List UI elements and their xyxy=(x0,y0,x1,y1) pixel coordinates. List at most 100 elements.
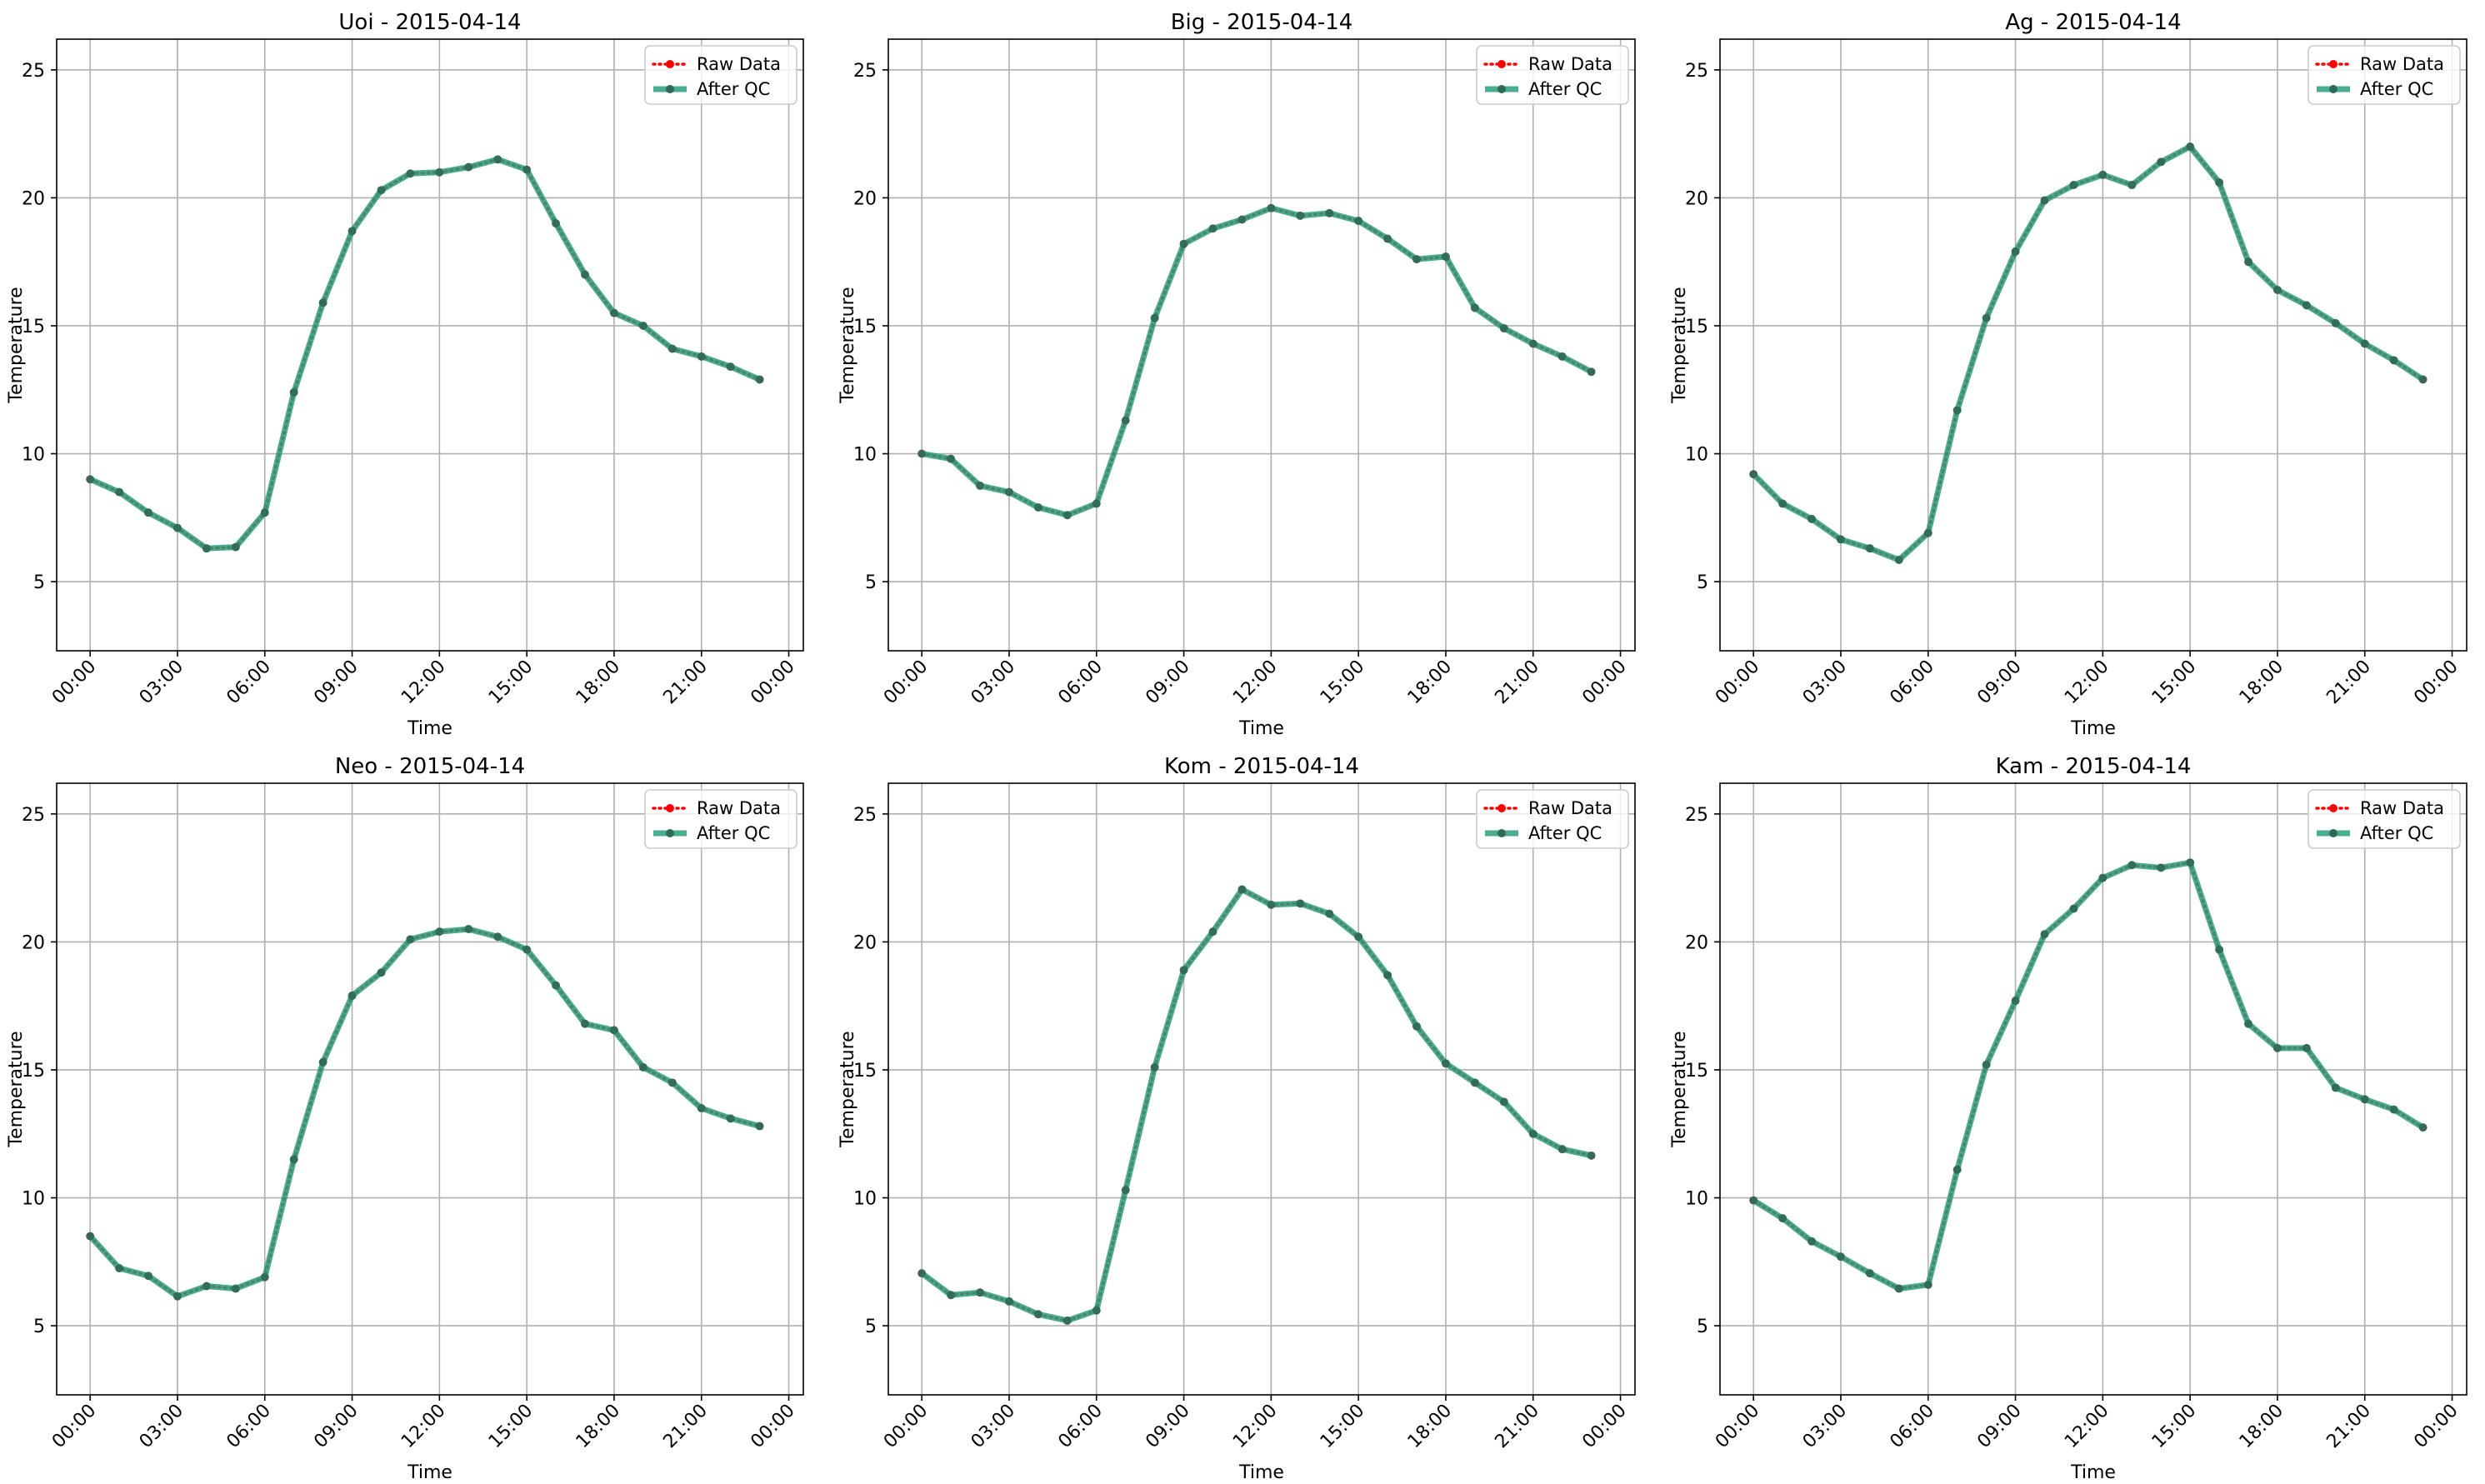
panel-6-qc-point xyxy=(1778,1214,1788,1223)
panel-1-axes-frame xyxy=(56,38,804,652)
panel-4-qc-point xyxy=(318,1057,328,1067)
panel-1-legend-qc-marker xyxy=(666,85,674,93)
panel-2-ylabel: Temperature xyxy=(838,287,858,403)
panel-3-series-qc-line xyxy=(1751,143,2425,563)
panel-3-qc-point xyxy=(2272,285,2282,294)
panel-6-qc-point xyxy=(2011,997,2020,1006)
panel-6-qc-point xyxy=(2331,1083,2340,1092)
panel-1-qc-point xyxy=(726,362,735,372)
panel-5-qc-point xyxy=(947,1291,956,1300)
panel-4-qc-point xyxy=(464,925,473,934)
panel-4-ytick-label: 25 xyxy=(22,805,45,826)
panel-6-legend-qc-label: After QC xyxy=(2360,823,2433,843)
panel-1-plot-area xyxy=(57,39,803,651)
panel-6-xtick-label: 00:00 xyxy=(1712,1401,1764,1453)
panel-4-legend: Raw Data After QC xyxy=(644,789,798,849)
panel-2-ytick-label: 15 xyxy=(853,317,877,337)
panel-4-xtick-label: 00:00 xyxy=(747,1401,799,1453)
panel-4-ytick-label: 5 xyxy=(33,1317,45,1337)
panel-4-qc-point xyxy=(726,1114,735,1123)
panel-4-qc-point xyxy=(522,945,532,954)
panel-1-qc-point xyxy=(406,169,415,178)
panel-3-qc-point xyxy=(2244,257,2253,267)
panel-3-xtick-label: 00:00 xyxy=(2410,657,2462,709)
panel-2-qc-point xyxy=(1150,313,1159,322)
panel-1-qc-point xyxy=(581,270,590,279)
panel-4-xtick-label: 21:00 xyxy=(659,1401,712,1453)
panel-2-xtick-label: 09:00 xyxy=(1142,657,1194,709)
panel-2-qc-point xyxy=(1208,224,1218,233)
panel-5-ytick-label: 5 xyxy=(865,1317,877,1337)
panel-2-qc-point xyxy=(1296,211,1305,220)
panel-4-xtick-label: 12:00 xyxy=(398,1401,450,1453)
panel-2-axes-frame xyxy=(888,38,1636,652)
panel-3-qc-point xyxy=(2302,301,2311,310)
panel-5-qc-point xyxy=(1528,1129,1538,1138)
panel-4-qc-point xyxy=(377,968,386,977)
panel-1-xtick-label: 21:00 xyxy=(659,657,712,709)
panel-3-ytick-label: 25 xyxy=(1685,61,1708,82)
panel-6-xtick-label: 00:00 xyxy=(2410,1401,2462,1453)
panel-6-xtick-label: 21:00 xyxy=(2322,1401,2375,1453)
panel-2-qc-point xyxy=(1004,487,1013,497)
panel-3-legend-raw-label: Raw Data xyxy=(2360,54,2444,74)
panel-3-xtick-label: 09:00 xyxy=(1973,657,2026,709)
panel-3-qc-point xyxy=(2186,142,2195,151)
panel-6-qc-point xyxy=(2272,1043,2282,1052)
panel-1-qc-point xyxy=(289,387,298,397)
panel-1-xlabel: Time xyxy=(407,718,452,739)
panel-3-xtick-label: 03:00 xyxy=(1799,657,1852,709)
panel-2-xtick-label: 12:00 xyxy=(1229,657,1282,709)
panel-4-qc-point xyxy=(202,1282,211,1291)
panel-6-qc-point xyxy=(2098,873,2108,882)
panel-4-axes-frame xyxy=(56,782,804,1396)
panel-1-legend-raw-label: Raw Data xyxy=(697,54,781,74)
panel-4-xlabel: Time xyxy=(407,1462,452,1483)
panel-3-ytick-label: 20 xyxy=(1685,188,1708,209)
panel-2-title: Big - 2015-04-14 xyxy=(1171,10,1353,35)
panel-5-ytick-label: 20 xyxy=(853,932,877,953)
panel-6-legend-qc-marker xyxy=(2329,829,2338,837)
panel-1-xtick-label: 18:00 xyxy=(572,657,625,709)
panel-1-ytick-label: 20 xyxy=(22,188,45,209)
panel-6-xtick-label: 09:00 xyxy=(1973,1401,2026,1453)
panel-1-ytick-label: 5 xyxy=(33,572,45,593)
panel-4-qc-point xyxy=(581,1019,590,1028)
panel-1-qc-point xyxy=(144,508,153,517)
panel-6-plot-area xyxy=(1720,783,2467,1395)
panel-4-qc-point xyxy=(638,1062,648,1072)
panel-4-qc-point xyxy=(231,1284,240,1293)
panel-5-qc-point xyxy=(1004,1297,1013,1306)
panel-3-qc-point xyxy=(2157,157,2166,167)
panel-3-xtick-label: 18:00 xyxy=(2236,657,2288,709)
panel-6-qc-point xyxy=(2128,861,2137,870)
panel-3-qc-point xyxy=(1952,406,1962,415)
panel-1-qc-point xyxy=(86,475,95,484)
panel-3-legend-qc-label: After QC xyxy=(2360,79,2433,99)
panel-2-qc-point xyxy=(1383,234,1392,243)
panel-1-qc-point xyxy=(348,227,357,236)
panel-5: 5 10 15 20 25 00:00 03:00 06:00 09:00 12:00 15:00 1… xyxy=(838,754,1636,1483)
panel-1-xtick-label: 03:00 xyxy=(136,657,188,709)
panel-5-qc-point xyxy=(1412,1022,1422,1031)
panel-3-qc-point xyxy=(1808,514,1817,523)
panel-5-xtick-label: 09:00 xyxy=(1142,1401,1194,1453)
panel-5-qc-point xyxy=(1325,909,1334,918)
panel-1-xtick-label: 06:00 xyxy=(222,657,275,709)
panel-2-qc-point xyxy=(1092,499,1101,508)
panel-5-legend-qc-label: After QC xyxy=(1528,823,1602,843)
panel-6-xtick-label: 15:00 xyxy=(2148,1401,2201,1453)
panel-4-ytick-label: 15 xyxy=(22,1061,45,1082)
panel-1-ytick-label: 10 xyxy=(22,445,45,466)
panel-1: 5 10 15 20 25 00:00 03:00 06:00 09:00 12:00 15:00 1… xyxy=(6,10,804,739)
panel-6-legend-raw-marker xyxy=(2329,804,2338,812)
panel-1-qc-point xyxy=(697,352,706,361)
panel-2-legend: Raw Data After QC xyxy=(1476,45,1629,105)
panel-6-legend-raw-label: Raw Data xyxy=(2360,798,2444,818)
panel-5-qc-point xyxy=(1441,1059,1450,1068)
panel-6-ytick-label: 5 xyxy=(1697,1317,1708,1337)
panel-3-qc-point xyxy=(2360,339,2369,348)
panel-1-ytick-label: 25 xyxy=(22,61,45,82)
panel-5-qc-point xyxy=(1558,1145,1567,1154)
panel-1-ytick-label: 15 xyxy=(22,317,45,337)
